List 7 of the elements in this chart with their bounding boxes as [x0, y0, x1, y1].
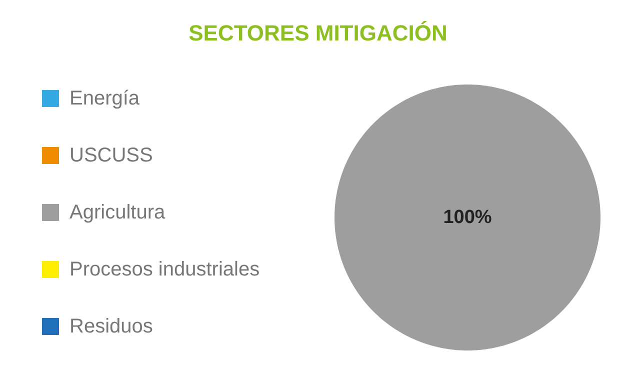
data-label: 100% — [443, 207, 492, 228]
legend-label: Agricultura — [70, 202, 166, 224]
legend-label: Energía — [70, 88, 140, 110]
legend-label: Residuos — [70, 316, 153, 338]
legend-label: USCUSS — [70, 144, 153, 166]
legend-label: Procesos industriales — [70, 258, 260, 280]
chart-title: SECTORES MITIGACIÓN — [188, 20, 448, 46]
